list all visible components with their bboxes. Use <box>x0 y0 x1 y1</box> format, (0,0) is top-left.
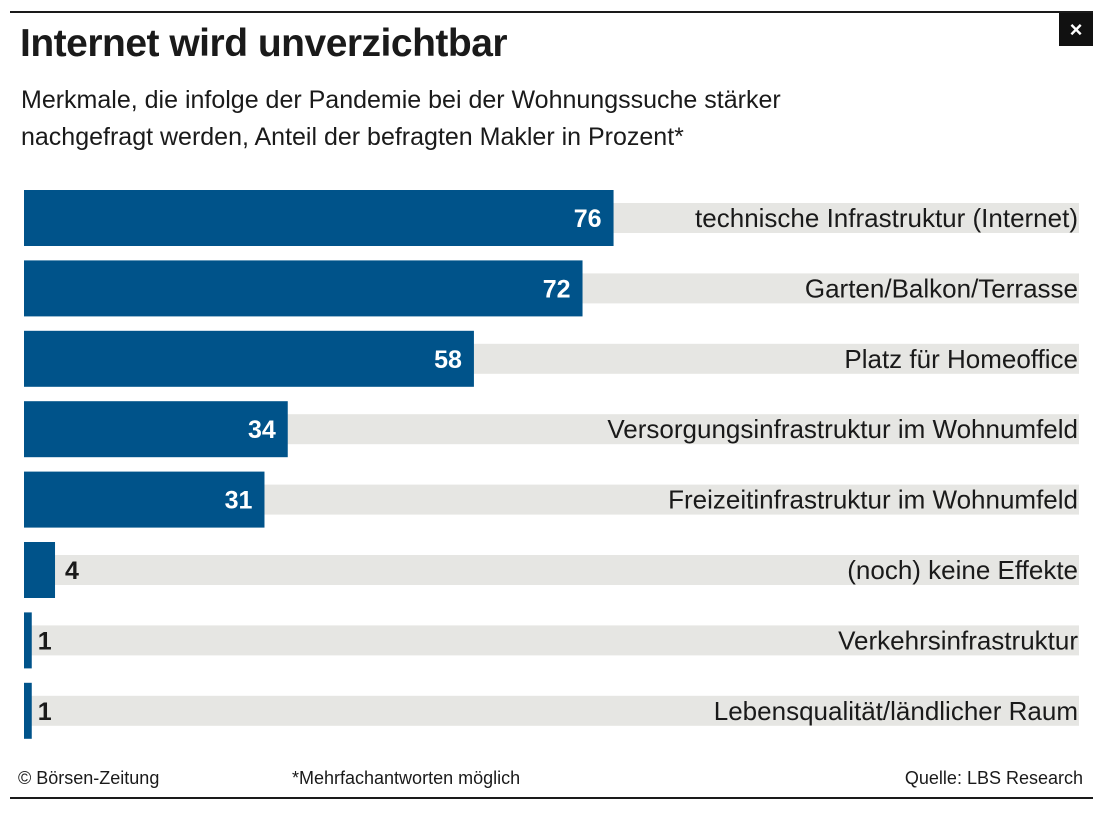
category-label: Lebensqualität/ländlicher Raum <box>714 696 1078 726</box>
bar-value-label: 58 <box>434 346 462 374</box>
bar-track <box>24 555 1079 585</box>
bar <box>24 190 614 246</box>
bar <box>24 612 32 669</box>
bar-value-label: 34 <box>248 416 276 444</box>
bar <box>24 330 474 387</box>
footnote: *Mehrfachantworten möglich <box>292 768 521 788</box>
category-label: technische Infrastruktur (Internet) <box>695 203 1078 233</box>
top-rule <box>10 11 1093 13</box>
bar <box>24 471 265 528</box>
bar <box>24 542 56 598</box>
category-label: Platz für Homeoffice <box>844 344 1078 374</box>
bar-track <box>24 695 1079 726</box>
category-label: Garten/Balkon/Terrasse <box>805 273 1078 303</box>
close-button[interactable]: × <box>1059 13 1093 46</box>
bar-value-label: 1 <box>38 698 52 726</box>
copyright-note: © Börsen-Zeitung <box>18 768 160 788</box>
bar <box>24 260 583 317</box>
chart-title: Internet wird unverzichtbar <box>20 22 508 65</box>
bar-value-label: 72 <box>543 275 571 303</box>
bar-value-label: 1 <box>38 627 52 655</box>
close-icon: × <box>1069 16 1083 42</box>
category-label: (noch) keine Effekte <box>847 555 1078 585</box>
category-label: Versorgungsinfrastruktur im Wohnumfeld <box>607 414 1078 444</box>
category-label: Verkehrsinfrastruktur <box>838 625 1078 655</box>
source-note: Quelle: LBS Research <box>904 768 1083 788</box>
bar <box>24 401 288 458</box>
bar-value-label: 31 <box>225 487 253 515</box>
chart-subtitle: Merkmale, die infolge der Pandemie bei d… <box>21 82 921 156</box>
bar-track <box>24 625 1079 656</box>
bottom-rule <box>10 797 1093 799</box>
bar-value-label: 4 <box>65 557 79 585</box>
category-label: Freizeitinfrastruktur im Wohnumfeld <box>668 485 1078 515</box>
bar <box>24 682 32 739</box>
subtitle-line-1: Merkmale, die infolge der Pandemie bei d… <box>21 86 781 114</box>
bar-value-label: 76 <box>574 205 602 233</box>
subtitle-line-2: nachgefragt werden, Anteil der befragten… <box>21 123 684 151</box>
